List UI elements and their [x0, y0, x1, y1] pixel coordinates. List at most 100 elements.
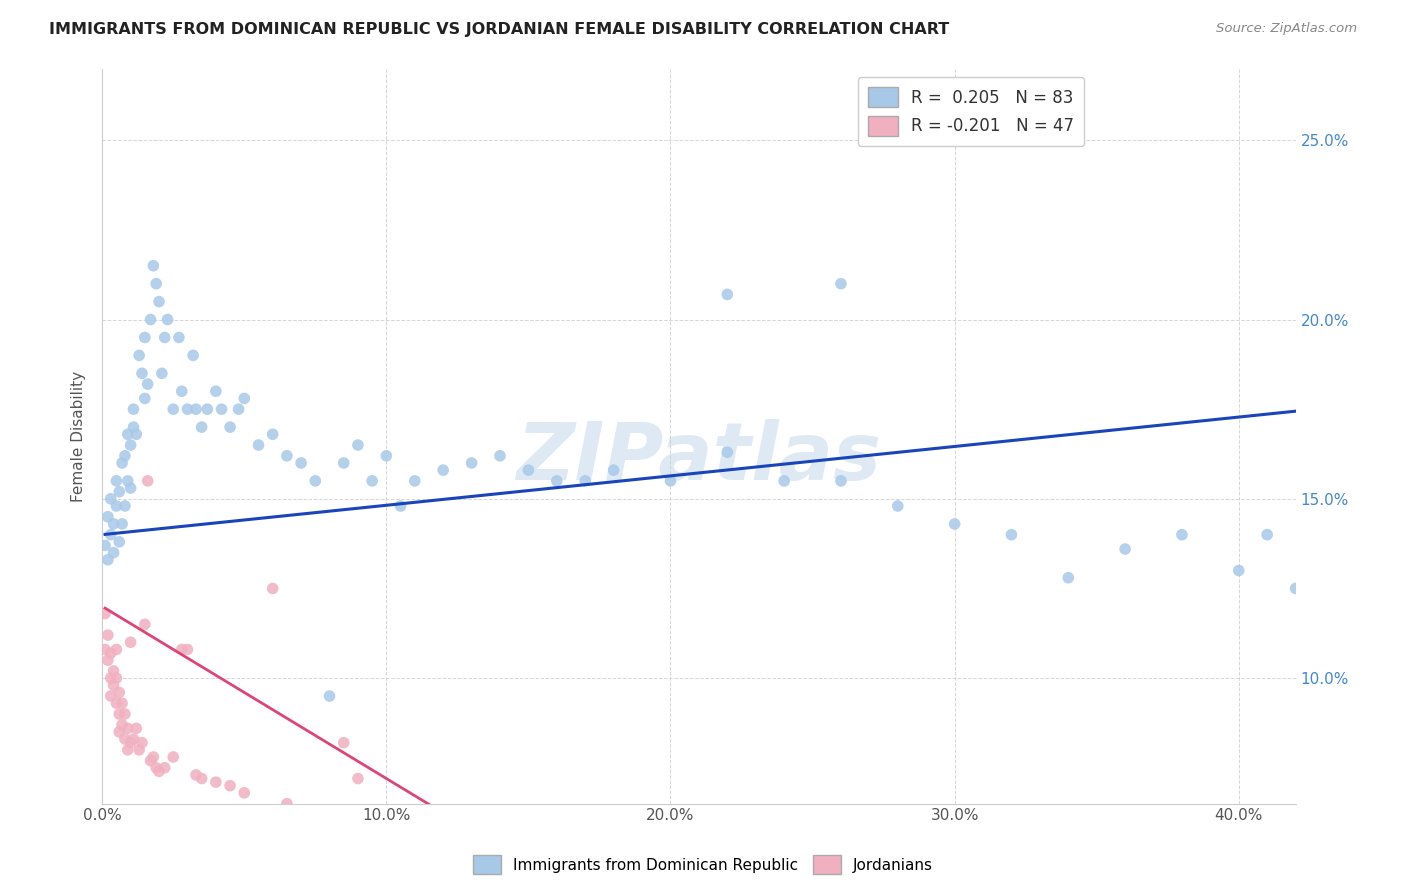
Point [318, 689, 340, 703]
Point [1057, 571, 1080, 585]
Point [94, 642, 117, 657]
Point [170, 384, 193, 399]
Point [184, 768, 207, 782]
Point [219, 779, 242, 793]
Point [167, 330, 190, 344]
Point [114, 449, 136, 463]
Point [347, 772, 370, 786]
Point [148, 764, 170, 779]
Point [114, 706, 136, 721]
Point [134, 330, 156, 344]
Point [145, 277, 167, 291]
Point [105, 642, 128, 657]
Point [233, 786, 256, 800]
Point [145, 761, 167, 775]
Point [1313, 564, 1336, 578]
Point [136, 474, 159, 488]
Point [108, 725, 131, 739]
Point [162, 750, 184, 764]
Point [103, 516, 125, 531]
Point [94, 607, 117, 621]
Point [489, 449, 512, 463]
Point [131, 736, 153, 750]
Point [247, 438, 270, 452]
Point [114, 499, 136, 513]
Point [108, 706, 131, 721]
Point [1171, 527, 1194, 541]
Point [404, 474, 426, 488]
Point [716, 445, 738, 459]
Point [195, 402, 218, 417]
Point [100, 527, 122, 541]
Point [1000, 527, 1022, 541]
Point [546, 474, 568, 488]
Point [100, 689, 122, 703]
Point [205, 775, 228, 789]
Point [1227, 564, 1250, 578]
Point [830, 474, 852, 488]
Point [94, 538, 117, 552]
Point [304, 474, 326, 488]
Point [134, 617, 156, 632]
Point [108, 685, 131, 699]
Point [181, 348, 204, 362]
Point [120, 736, 142, 750]
Point [1284, 582, 1306, 596]
Point [117, 427, 139, 442]
Point [105, 671, 128, 685]
Point [120, 481, 142, 495]
Point [276, 449, 298, 463]
Point [262, 582, 284, 596]
Point [100, 646, 122, 660]
Point [105, 696, 128, 710]
Point [943, 516, 966, 531]
Point [153, 330, 176, 344]
Point [574, 474, 596, 488]
Point [184, 402, 207, 417]
Text: Source: ZipAtlas.com: Source: ZipAtlas.com [1216, 22, 1357, 36]
Legend: R =  0.205   N = 83, R = -0.201   N = 47: R = 0.205 N = 83, R = -0.201 N = 47 [858, 77, 1084, 146]
Point [176, 402, 198, 417]
Point [276, 797, 298, 811]
Point [211, 402, 233, 417]
Point [97, 553, 120, 567]
Point [100, 671, 122, 685]
Point [460, 456, 482, 470]
Point [108, 534, 131, 549]
Point [111, 717, 134, 731]
Point [128, 348, 150, 362]
Point [117, 721, 139, 735]
Point [142, 259, 165, 273]
Point [347, 438, 370, 452]
Point [142, 750, 165, 764]
Point [105, 499, 128, 513]
Point [228, 402, 250, 417]
Point [97, 509, 120, 524]
Point [887, 499, 910, 513]
Point [1341, 546, 1364, 560]
Point [122, 402, 145, 417]
Point [190, 772, 212, 786]
Point [153, 761, 176, 775]
Point [1256, 527, 1278, 541]
Point [190, 420, 212, 434]
Point [332, 736, 354, 750]
Point [120, 438, 142, 452]
Point [103, 678, 125, 692]
Point [176, 642, 198, 657]
Point [122, 420, 145, 434]
Point [432, 463, 454, 477]
Point [103, 546, 125, 560]
Point [219, 420, 242, 434]
Point [389, 499, 412, 513]
Point [205, 384, 228, 399]
Point [111, 696, 134, 710]
Text: ZIPatlas: ZIPatlas [516, 419, 882, 497]
Point [517, 463, 540, 477]
Text: IMMIGRANTS FROM DOMINICAN REPUBLIC VS JORDANIAN FEMALE DISABILITY CORRELATION CH: IMMIGRANTS FROM DOMINICAN REPUBLIC VS JO… [49, 22, 949, 37]
Point [318, 814, 340, 829]
Point [170, 642, 193, 657]
Point [156, 312, 179, 326]
Point [120, 635, 142, 649]
Point [162, 402, 184, 417]
